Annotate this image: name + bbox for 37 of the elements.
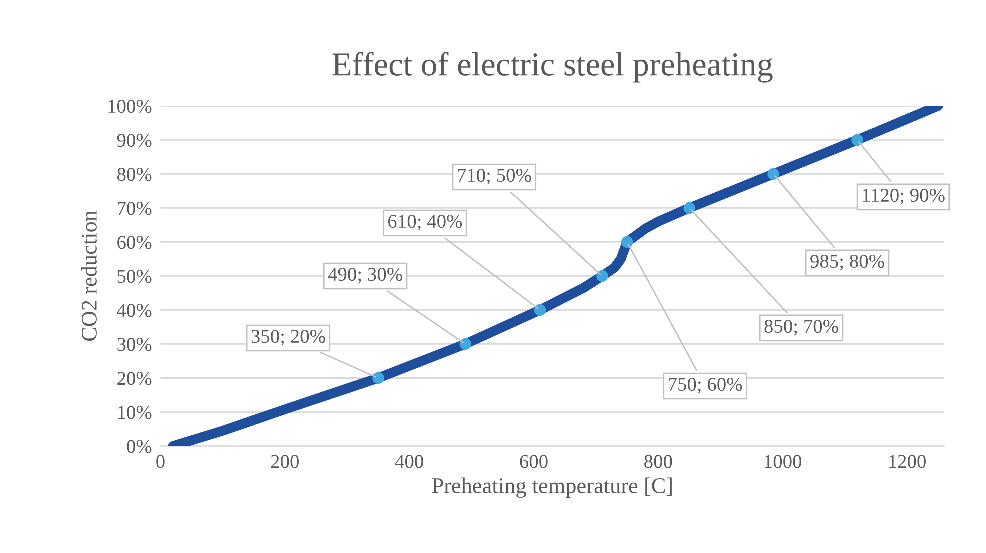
x-tick-label: 200 bbox=[271, 455, 299, 468]
point bbox=[684, 202, 696, 214]
x-tick-label: 0 bbox=[156, 455, 165, 468]
y-tick-label: 80% bbox=[117, 168, 152, 182]
y-tick-label: 70% bbox=[118, 202, 152, 216]
x-tick-label: 1000 bbox=[765, 455, 802, 468]
x-tick-label: 1200 bbox=[890, 455, 926, 468]
data-label: 985; 80% bbox=[810, 254, 884, 271]
data-label: 750; 60% bbox=[669, 378, 742, 394]
y-tick-label: 10% bbox=[118, 406, 152, 420]
point bbox=[768, 168, 780, 180]
data-label: 710; 50% bbox=[458, 168, 532, 185]
data-label: 850; 70% bbox=[764, 320, 838, 336]
x-tick-label: 600 bbox=[520, 455, 548, 468]
y-tick-label: 60% bbox=[118, 236, 152, 250]
x-tick-label: 800 bbox=[644, 455, 672, 468]
data-label: 610; 40% bbox=[388, 214, 462, 231]
point bbox=[621, 236, 634, 248]
point bbox=[596, 270, 608, 282]
y-tick-label: 90% bbox=[117, 134, 152, 148]
y-tick-label: 0% bbox=[127, 440, 152, 454]
data-label: 490; 30% bbox=[328, 268, 402, 284]
x-tick-label: 400 bbox=[395, 455, 424, 468]
y-axis-title: CO2 reduction bbox=[81, 210, 97, 342]
point bbox=[460, 338, 472, 350]
y-tick-label: 100% bbox=[108, 100, 152, 114]
chart-title: Effect of electric steel preheating bbox=[332, 52, 773, 83]
y-tick-label: 40% bbox=[117, 304, 152, 318]
y-tick-label: 20% bbox=[118, 372, 152, 386]
point bbox=[852, 134, 864, 146]
point bbox=[372, 372, 384, 384]
y-tick-label: 50% bbox=[118, 270, 152, 284]
x-axis-title: Preheating temperature [C] bbox=[432, 478, 672, 498]
data-label: 1120; 90% bbox=[863, 188, 945, 205]
point bbox=[534, 304, 546, 316]
y-tick-label: 30% bbox=[118, 338, 152, 352]
data-label: 350; 20% bbox=[252, 330, 326, 346]
